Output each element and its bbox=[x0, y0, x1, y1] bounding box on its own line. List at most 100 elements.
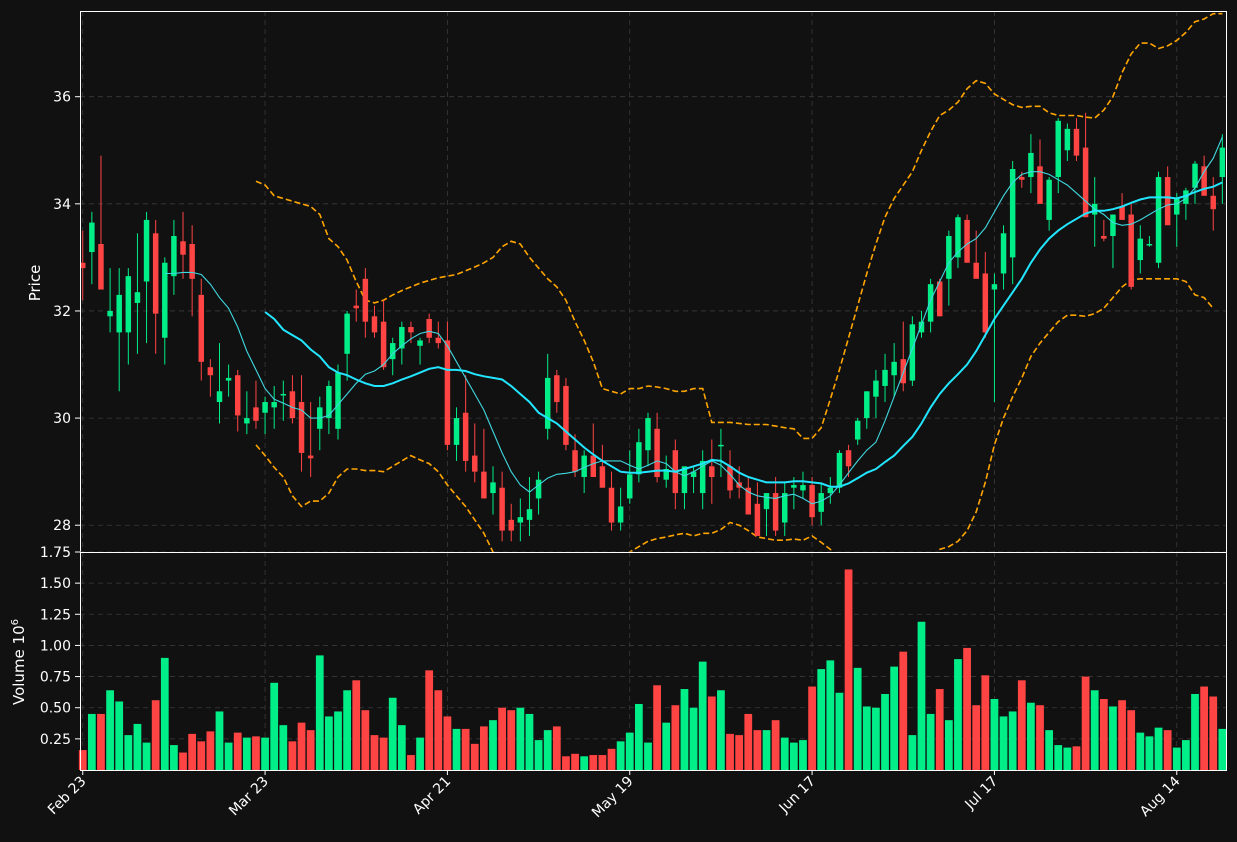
candle-body bbox=[554, 375, 560, 403]
volume-bar bbox=[917, 621, 926, 770]
volume-bar bbox=[1209, 696, 1218, 770]
volume-bar bbox=[1036, 705, 1044, 770]
volume-bar bbox=[1218, 728, 1227, 770]
candle-body bbox=[271, 402, 277, 408]
price-tick-label: 30 bbox=[53, 411, 71, 427]
candle-body bbox=[125, 276, 132, 333]
volume-bar bbox=[817, 669, 826, 770]
volume-bar bbox=[507, 710, 516, 770]
candle-body bbox=[1146, 244, 1153, 246]
volume-bar bbox=[379, 737, 388, 770]
candle-body bbox=[508, 519, 514, 531]
candle-body bbox=[526, 509, 533, 520]
volume-bar bbox=[470, 743, 479, 770]
candle-body bbox=[964, 219, 970, 263]
volume-bar bbox=[1182, 740, 1190, 770]
price-tick-label: 28 bbox=[53, 518, 71, 534]
price-tick-label: 34 bbox=[53, 197, 71, 213]
volume-bar bbox=[862, 706, 871, 770]
candle-body bbox=[1119, 206, 1125, 220]
candle-body bbox=[1046, 179, 1052, 220]
volume-bar bbox=[1118, 700, 1126, 770]
candle-body bbox=[599, 466, 606, 488]
candle-body bbox=[690, 471, 697, 478]
candle-body bbox=[1201, 166, 1207, 196]
volume-bar bbox=[325, 716, 333, 770]
volume-bar bbox=[352, 680, 361, 770]
volume-bar bbox=[780, 737, 789, 770]
candle-body bbox=[1155, 177, 1162, 263]
candle-body bbox=[162, 262, 168, 338]
volume-bar bbox=[206, 731, 215, 770]
volume-bar bbox=[1090, 690, 1099, 770]
sma-slow-line bbox=[264, 181, 1223, 488]
volume-bar bbox=[170, 745, 178, 770]
candle-body bbox=[782, 493, 788, 523]
volume-bar bbox=[525, 713, 534, 770]
candle-body bbox=[882, 369, 888, 386]
candle-body bbox=[709, 466, 715, 478]
volume-bar bbox=[808, 686, 816, 770]
candle-body bbox=[617, 506, 624, 523]
volume-bar bbox=[1045, 730, 1054, 770]
volume-axis-exponent-base: 10 bbox=[10, 625, 28, 644]
candle-body bbox=[1110, 214, 1116, 236]
price-y-ticks: 28 30 32 34 36 bbox=[53, 90, 80, 534]
volume-bar bbox=[826, 660, 835, 770]
candle-body bbox=[1073, 128, 1080, 156]
candle-body bbox=[800, 485, 806, 491]
volume-bar bbox=[844, 569, 853, 770]
candle-body bbox=[499, 487, 505, 531]
candle-body bbox=[152, 233, 159, 314]
candle-body bbox=[909, 324, 916, 381]
volume-tick-label: 0.25 bbox=[40, 732, 71, 748]
volume-bar bbox=[288, 741, 297, 770]
candle-body bbox=[608, 487, 615, 523]
volume-tick-label: 0.75 bbox=[40, 670, 71, 686]
volume-bar bbox=[1017, 680, 1026, 770]
volume-bar bbox=[498, 707, 506, 770]
volume-bar bbox=[97, 713, 105, 770]
volume-bar bbox=[634, 703, 643, 770]
volume-bar bbox=[999, 716, 1008, 770]
volume-bar bbox=[315, 655, 324, 770]
volume-bar bbox=[835, 692, 844, 770]
candle-body bbox=[1164, 177, 1171, 226]
volume-bar bbox=[689, 707, 698, 770]
candle-body bbox=[435, 337, 442, 344]
candle-body bbox=[864, 391, 870, 419]
volume-bar bbox=[87, 713, 96, 770]
candle-body bbox=[98, 244, 104, 290]
volume-tick-label: 1.25 bbox=[40, 607, 71, 623]
candle-body bbox=[344, 313, 350, 354]
candle-body bbox=[1192, 163, 1198, 188]
candle-body bbox=[389, 343, 396, 360]
candle-body bbox=[307, 455, 314, 459]
candle-body bbox=[107, 310, 113, 317]
volume-bar bbox=[1154, 727, 1163, 770]
volume-bar bbox=[935, 689, 944, 770]
candle-body bbox=[1009, 169, 1016, 258]
volume-bar bbox=[616, 741, 625, 770]
candle-body bbox=[326, 385, 332, 419]
volume-bar bbox=[552, 726, 561, 770]
volume-bar bbox=[944, 720, 953, 770]
volume-bar bbox=[197, 741, 206, 770]
candle-body bbox=[946, 235, 952, 279]
volume-bars bbox=[78, 569, 1227, 770]
candle-body bbox=[955, 217, 961, 258]
volume-bar bbox=[480, 726, 488, 770]
volume-bar bbox=[881, 694, 889, 770]
candle-body bbox=[399, 327, 405, 349]
price-grid bbox=[80, 11, 1226, 552]
volume-bar bbox=[598, 755, 607, 770]
volume-bar bbox=[407, 755, 415, 770]
candle-body bbox=[225, 377, 232, 381]
volume-bar bbox=[233, 732, 242, 770]
volume-bar bbox=[242, 737, 251, 770]
volume-bar bbox=[707, 696, 716, 770]
candle-body bbox=[1037, 166, 1043, 204]
candle-body bbox=[845, 450, 852, 467]
volume-bar bbox=[416, 737, 424, 770]
